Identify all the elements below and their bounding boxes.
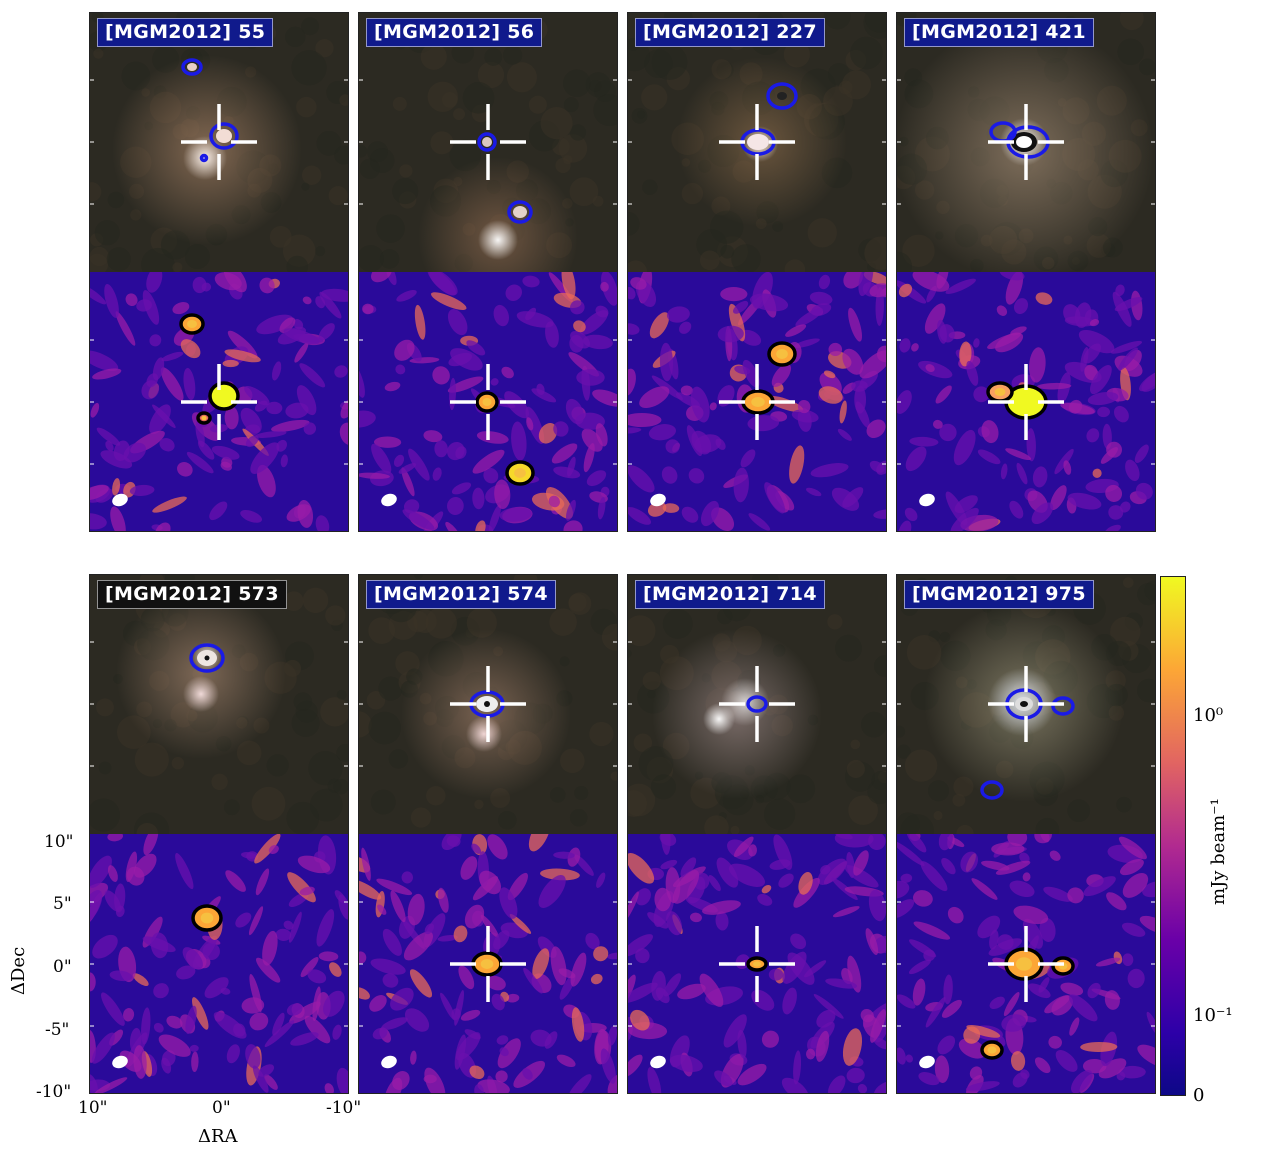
crosshair xyxy=(181,364,257,440)
mm-map-panel xyxy=(89,834,349,1094)
xtick-10: 10" xyxy=(78,1098,108,1118)
source-label: [MGM2012] 573 xyxy=(97,580,287,609)
source-label: [MGM2012] 714 xyxy=(635,580,825,609)
optical-panel: [MGM2012] 227 xyxy=(627,12,887,272)
galaxy-glow xyxy=(418,157,578,272)
mm-map-panel xyxy=(89,272,349,532)
optical-contour xyxy=(209,122,239,150)
ytick-10: 10" xyxy=(44,832,74,852)
crosshair xyxy=(719,104,795,180)
source-label: [MGM2012] 574 xyxy=(366,580,556,609)
colorbar-tick-3: 0 xyxy=(1193,1085,1205,1106)
source-label: [MGM2012] 55 xyxy=(97,18,274,47)
colorbar-tick-2: 10⁻¹ xyxy=(1193,1005,1233,1026)
crosshair xyxy=(719,364,795,440)
galaxy-glow xyxy=(116,589,286,759)
crosshair xyxy=(450,104,526,180)
mm-map-panel xyxy=(896,272,1156,532)
optical-panel: [MGM2012] 421 xyxy=(896,12,1156,272)
optical-contour xyxy=(507,200,533,224)
colorbar-tick-1: 10⁰ xyxy=(1193,705,1224,726)
optical-panel: [MGM2012] 714 xyxy=(627,574,887,834)
ytick-m10: -10" xyxy=(36,1082,72,1102)
source-label: [MGM2012] 227 xyxy=(635,18,825,47)
optical-panel: [MGM2012] 56 xyxy=(358,12,618,272)
xtick-m10: -10" xyxy=(326,1098,362,1118)
ytick-m5: -5" xyxy=(45,1020,70,1040)
optical-contour xyxy=(189,643,225,673)
crosshair xyxy=(988,926,1064,1002)
beam-ellipse xyxy=(650,493,666,507)
galaxy-glow xyxy=(466,716,502,752)
beam-ellipse xyxy=(112,493,128,507)
optical-contour xyxy=(199,153,209,163)
galaxy-glow xyxy=(721,678,769,726)
beam-ellipse xyxy=(919,493,935,507)
xtick-0: 0" xyxy=(212,1098,231,1118)
crosshair xyxy=(988,364,1064,440)
optical-panel: [MGM2012] 55 xyxy=(89,12,349,272)
crosshair xyxy=(988,666,1064,742)
y-axis-label: ΔDec xyxy=(8,946,29,995)
mm-map-panel xyxy=(358,272,618,532)
source-label: [MGM2012] 421 xyxy=(904,18,1094,47)
optical-contour xyxy=(181,58,203,76)
crosshair xyxy=(988,104,1064,180)
mm-map-panel xyxy=(627,272,887,532)
colorbar-label: mJy beam⁻¹ xyxy=(1208,798,1229,905)
source-label: [MGM2012] 975 xyxy=(904,580,1094,609)
crosshair xyxy=(181,104,257,180)
x-axis-label: ΔRA xyxy=(198,1126,238,1147)
crosshair xyxy=(450,364,526,440)
optical-contour xyxy=(1051,696,1075,716)
ytick-0: 0" xyxy=(53,957,72,977)
beam-ellipse xyxy=(919,1055,935,1069)
beam-ellipse xyxy=(650,1055,666,1069)
beam-ellipse xyxy=(112,1055,128,1069)
mm-map-panel xyxy=(358,834,618,1094)
source-label: [MGM2012] 56 xyxy=(366,18,543,47)
optical-contour xyxy=(766,82,798,110)
optical-panel: [MGM2012] 573 xyxy=(89,574,349,834)
optical-panel: [MGM2012] 975 xyxy=(896,574,1156,834)
beam-ellipse xyxy=(381,1055,397,1069)
mm-map-panel xyxy=(896,834,1156,1094)
optical-panel: [MGM2012] 574 xyxy=(358,574,618,834)
colorbar xyxy=(1160,576,1186,1096)
optical-contour xyxy=(477,132,497,152)
galaxy-glow xyxy=(478,220,518,260)
optical-contour xyxy=(746,695,768,713)
galaxy-glow xyxy=(183,676,219,712)
crosshair xyxy=(719,926,795,1002)
mm-map-panel xyxy=(627,834,887,1094)
optical-contour xyxy=(980,780,1004,800)
beam-ellipse xyxy=(381,493,397,507)
galaxy-glow xyxy=(401,629,571,799)
crosshair xyxy=(450,926,526,1002)
crosshair xyxy=(719,666,795,742)
ytick-5: 5" xyxy=(53,894,72,914)
crosshair xyxy=(450,666,526,742)
